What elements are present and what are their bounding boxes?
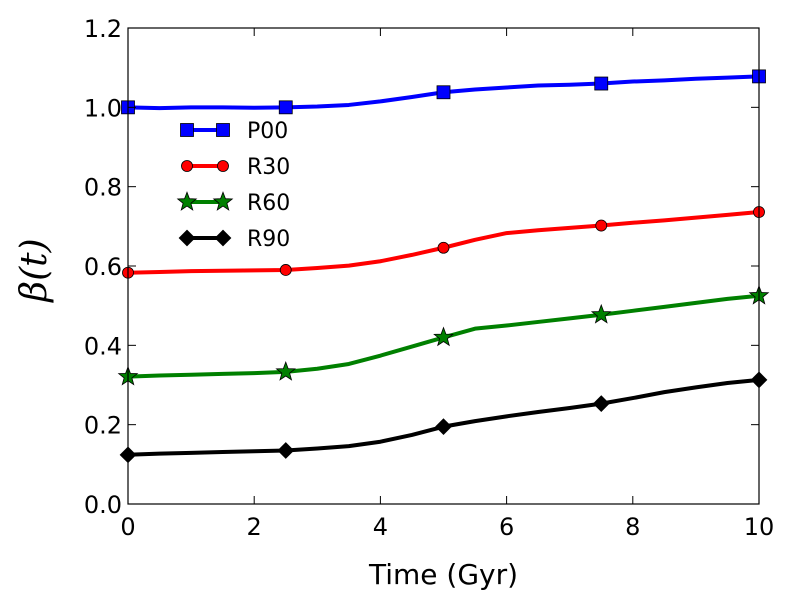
y-tick-label: 1.2 [84, 15, 122, 43]
data-point-r60 [590, 303, 612, 324]
data-point-r30 [437, 241, 450, 254]
y-axis-label: β(t) [14, 238, 55, 303]
legend-item-r60: R60 [176, 191, 290, 216]
data-point-r60 [275, 361, 297, 381]
y-tick-label: 0.4 [84, 332, 122, 360]
data-point-r90 [592, 395, 610, 413]
data-point-r90 [277, 442, 295, 459]
legend-marker-r90 [214, 229, 232, 247]
y-tick-label: 0.2 [84, 412, 122, 440]
x-tick-label: 0 [120, 513, 135, 541]
data-point-r30 [279, 264, 292, 276]
series-p00 [121, 69, 766, 115]
x-tick-label: 6 [499, 513, 514, 541]
legend-label-r30: R30 [247, 155, 290, 180]
x-tick-label: 8 [625, 513, 640, 541]
legend-marker-r60 [212, 191, 234, 211]
y-tick-label: 0.0 [84, 491, 122, 519]
ticks-layer: 0 2 4 6 8 10 0.0 0.2 0.4 0.6 0.8 1.0 1.2 [84, 15, 774, 541]
y-tick-label: 1.0 [84, 94, 122, 122]
series-r60 [117, 284, 770, 386]
data-point-r60 [433, 326, 454, 347]
legend-marker-r30 [181, 160, 193, 172]
series-r90 [119, 371, 768, 464]
legend-marker-p00 [180, 123, 194, 137]
legend-item-p00: P00 [180, 119, 288, 144]
legend-marker-r60 [176, 191, 198, 211]
x-tick-label: 4 [373, 513, 388, 541]
legend-label-r90: R90 [247, 227, 290, 252]
y-tick-label: 0.8 [84, 174, 122, 202]
legend-label-r60: R60 [247, 191, 290, 216]
x-tick-label: 10 [744, 513, 775, 541]
legend-item-r90: R90 [178, 227, 290, 252]
x-tick-label: 2 [247, 513, 262, 541]
data-point-p00 [594, 76, 609, 91]
legend-item-r30: R30 [181, 155, 290, 180]
legend-marker-r90 [178, 229, 196, 247]
data-point-p00 [436, 85, 451, 100]
legend-label-p00: P00 [247, 119, 288, 144]
legend-marker-r30 [217, 160, 229, 172]
data-point-p00 [278, 100, 293, 115]
legend-marker-p00 [216, 123, 230, 137]
x-axis-label: Time (Gyr) [368, 558, 518, 591]
legend: P00 R30 R60 R90 [176, 119, 290, 252]
data-point-r90 [435, 418, 452, 436]
y-tick-label: 0.6 [84, 253, 122, 281]
data-point-r30 [595, 219, 608, 232]
